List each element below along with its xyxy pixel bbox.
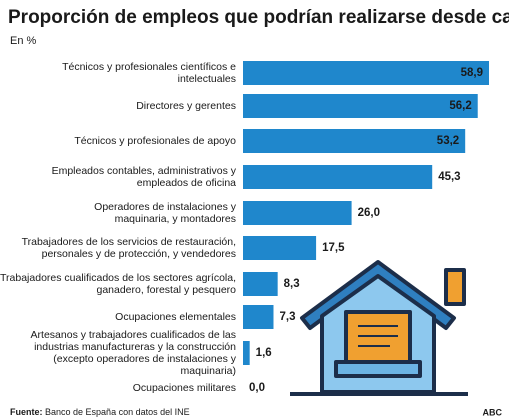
- value-label: 8,3: [284, 278, 300, 290]
- chart-title: Proporción de empleos que podrían realiz…: [8, 7, 509, 28]
- category-label: Técnicos y profesionales científicos e in…: [62, 61, 236, 85]
- bar: [243, 341, 250, 365]
- brand: ABC: [483, 407, 503, 417]
- bar: [243, 165, 433, 189]
- value-label: 1,6: [256, 347, 272, 359]
- house-illustration: [290, 260, 468, 396]
- category-label: Trabajadores cualificados de los sectore…: [0, 272, 236, 296]
- bar: [243, 201, 352, 225]
- bar: [243, 305, 274, 329]
- category-label: Ocupaciones elementales: [115, 311, 236, 323]
- category-label: Trabajadores de los servicios de restaur…: [22, 236, 236, 260]
- category-label: Empleados contables, administrativos y em…: [52, 165, 237, 189]
- value-label: 58,9: [461, 67, 483, 79]
- source: Fuente: Banco de España con datos del IN…: [10, 407, 190, 417]
- bar: [243, 129, 466, 153]
- category-label: Artesanos y trabajadores cualificados de…: [31, 329, 237, 377]
- chart-subtitle: En %: [10, 35, 37, 47]
- category-label: Ocupaciones militares: [133, 382, 236, 394]
- category-label: Operadores de instalaciones y maquinaria,…: [94, 201, 237, 225]
- source-label: Fuente:: [10, 407, 43, 417]
- value-label: 53,2: [437, 135, 459, 147]
- value-label: 26,0: [358, 207, 380, 219]
- bar: [243, 236, 317, 260]
- value-label: 0,0: [249, 382, 265, 394]
- value-label: 17,5: [322, 242, 345, 254]
- source-text: Banco de España con datos del INE: [45, 407, 190, 417]
- bar: [243, 272, 278, 296]
- bar: [243, 94, 478, 118]
- category-label: Técnicos y profesionales de apoyo: [74, 135, 236, 147]
- value-label: 45,3: [438, 171, 460, 183]
- value-label: 56,2: [449, 100, 471, 112]
- category-label: Directores y gerentes: [136, 100, 236, 112]
- bar: [243, 61, 489, 85]
- value-label: 7,3: [279, 311, 295, 323]
